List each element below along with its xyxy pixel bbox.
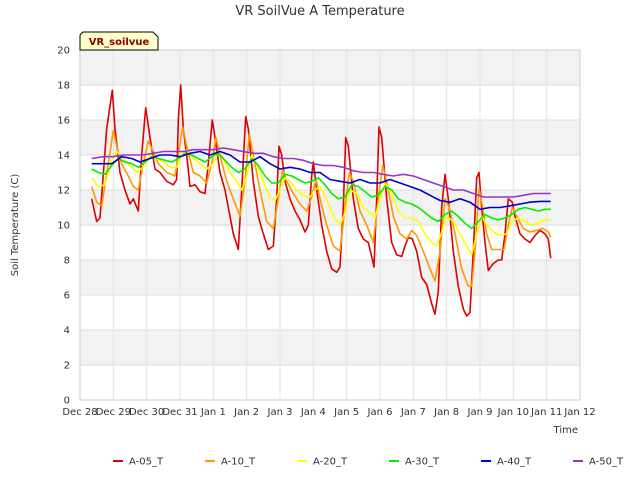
x-tick-label: Jan 6 (367, 407, 393, 418)
y-tick-label: 12 (57, 186, 70, 197)
site-badge-box (79, 31, 159, 51)
series-layer (90, 84, 552, 317)
x-tick-label: Jan 2 (233, 407, 259, 418)
x-tick-label: Jan 11 (530, 407, 562, 418)
plot-band (80, 260, 580, 295)
y-tick-label: 0 (64, 396, 70, 407)
plot-band (80, 120, 580, 155)
legend-label: A-30_T (405, 457, 440, 468)
site-badge-label: VR_soilvue (89, 37, 150, 48)
x-tick-label: Jan 3 (267, 407, 293, 418)
y-tick-label: 4 (64, 326, 70, 337)
y-axis-label: Soil Temperature (C) (10, 174, 21, 277)
y-tick-label: 6 (64, 291, 70, 302)
y-tick-label: 18 (57, 81, 70, 92)
y-tick-label: 10 (57, 221, 70, 232)
x-tick-label: Jan 9 (467, 407, 493, 418)
x-tick-label: Jan 7 (400, 407, 426, 418)
y-tick-label: 14 (57, 151, 70, 162)
x-tick-label: Jan 4 (300, 407, 326, 418)
series-line-a-20-t (91, 148, 551, 256)
x-tick-label: Jan 10 (497, 407, 529, 418)
series-line-a-50-t (91, 147, 551, 198)
x-tick-label: Dec 29 (96, 407, 131, 418)
plot-band (80, 50, 580, 85)
x-tick-label: Jan 12 (563, 407, 595, 418)
site-badge: VR_soilvue (79, 31, 159, 51)
legend-label: A-50_T (589, 457, 624, 468)
series-line-a-10-t (90, 126, 552, 288)
x-tick-label: Dec 30 (129, 407, 164, 418)
x-tick-label: Jan 5 (333, 407, 359, 418)
chart-title: VR SoilVue A Temperature (235, 4, 404, 19)
x-tick-label: Dec 31 (162, 407, 197, 418)
legend-label: A-40_T (497, 457, 532, 468)
legend-label: A-20_T (313, 457, 348, 468)
series-line-a-30-t (91, 152, 551, 230)
x-tick-label: Jan 8 (433, 407, 459, 418)
y-axis-ticks: 0 2 4 6 8 10 12 14 16 18 20 (57, 46, 70, 407)
series-line-a-05-t (90, 84, 552, 317)
plot-frame (79, 49, 581, 401)
x-tick-label: Jan 1 (200, 407, 226, 418)
legend-label: A-10_T (221, 457, 256, 468)
legend-label: A-05_T (129, 457, 164, 468)
y-tick-label: 16 (57, 116, 70, 127)
plot-band (80, 330, 580, 365)
x-axis-label: Time (553, 425, 578, 436)
y-tick-label: 2 (64, 361, 70, 372)
y-tick-label: 20 (57, 46, 70, 57)
legend: A-05_T A-10_T A-20_T A-30_T A-40_T A-50_T (113, 457, 624, 468)
series-line-a-40-t (91, 150, 551, 211)
x-tick-label: Dec 28 (62, 407, 97, 418)
y-tick-label: 8 (64, 256, 70, 267)
